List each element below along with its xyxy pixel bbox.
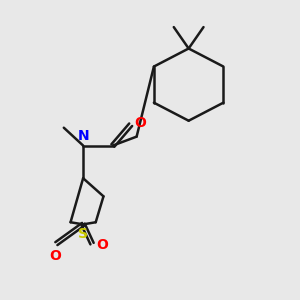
- Text: O: O: [49, 249, 61, 263]
- Text: N: N: [77, 129, 89, 143]
- Text: O: O: [134, 116, 146, 130]
- Text: O: O: [97, 238, 108, 252]
- Text: S: S: [78, 227, 88, 241]
